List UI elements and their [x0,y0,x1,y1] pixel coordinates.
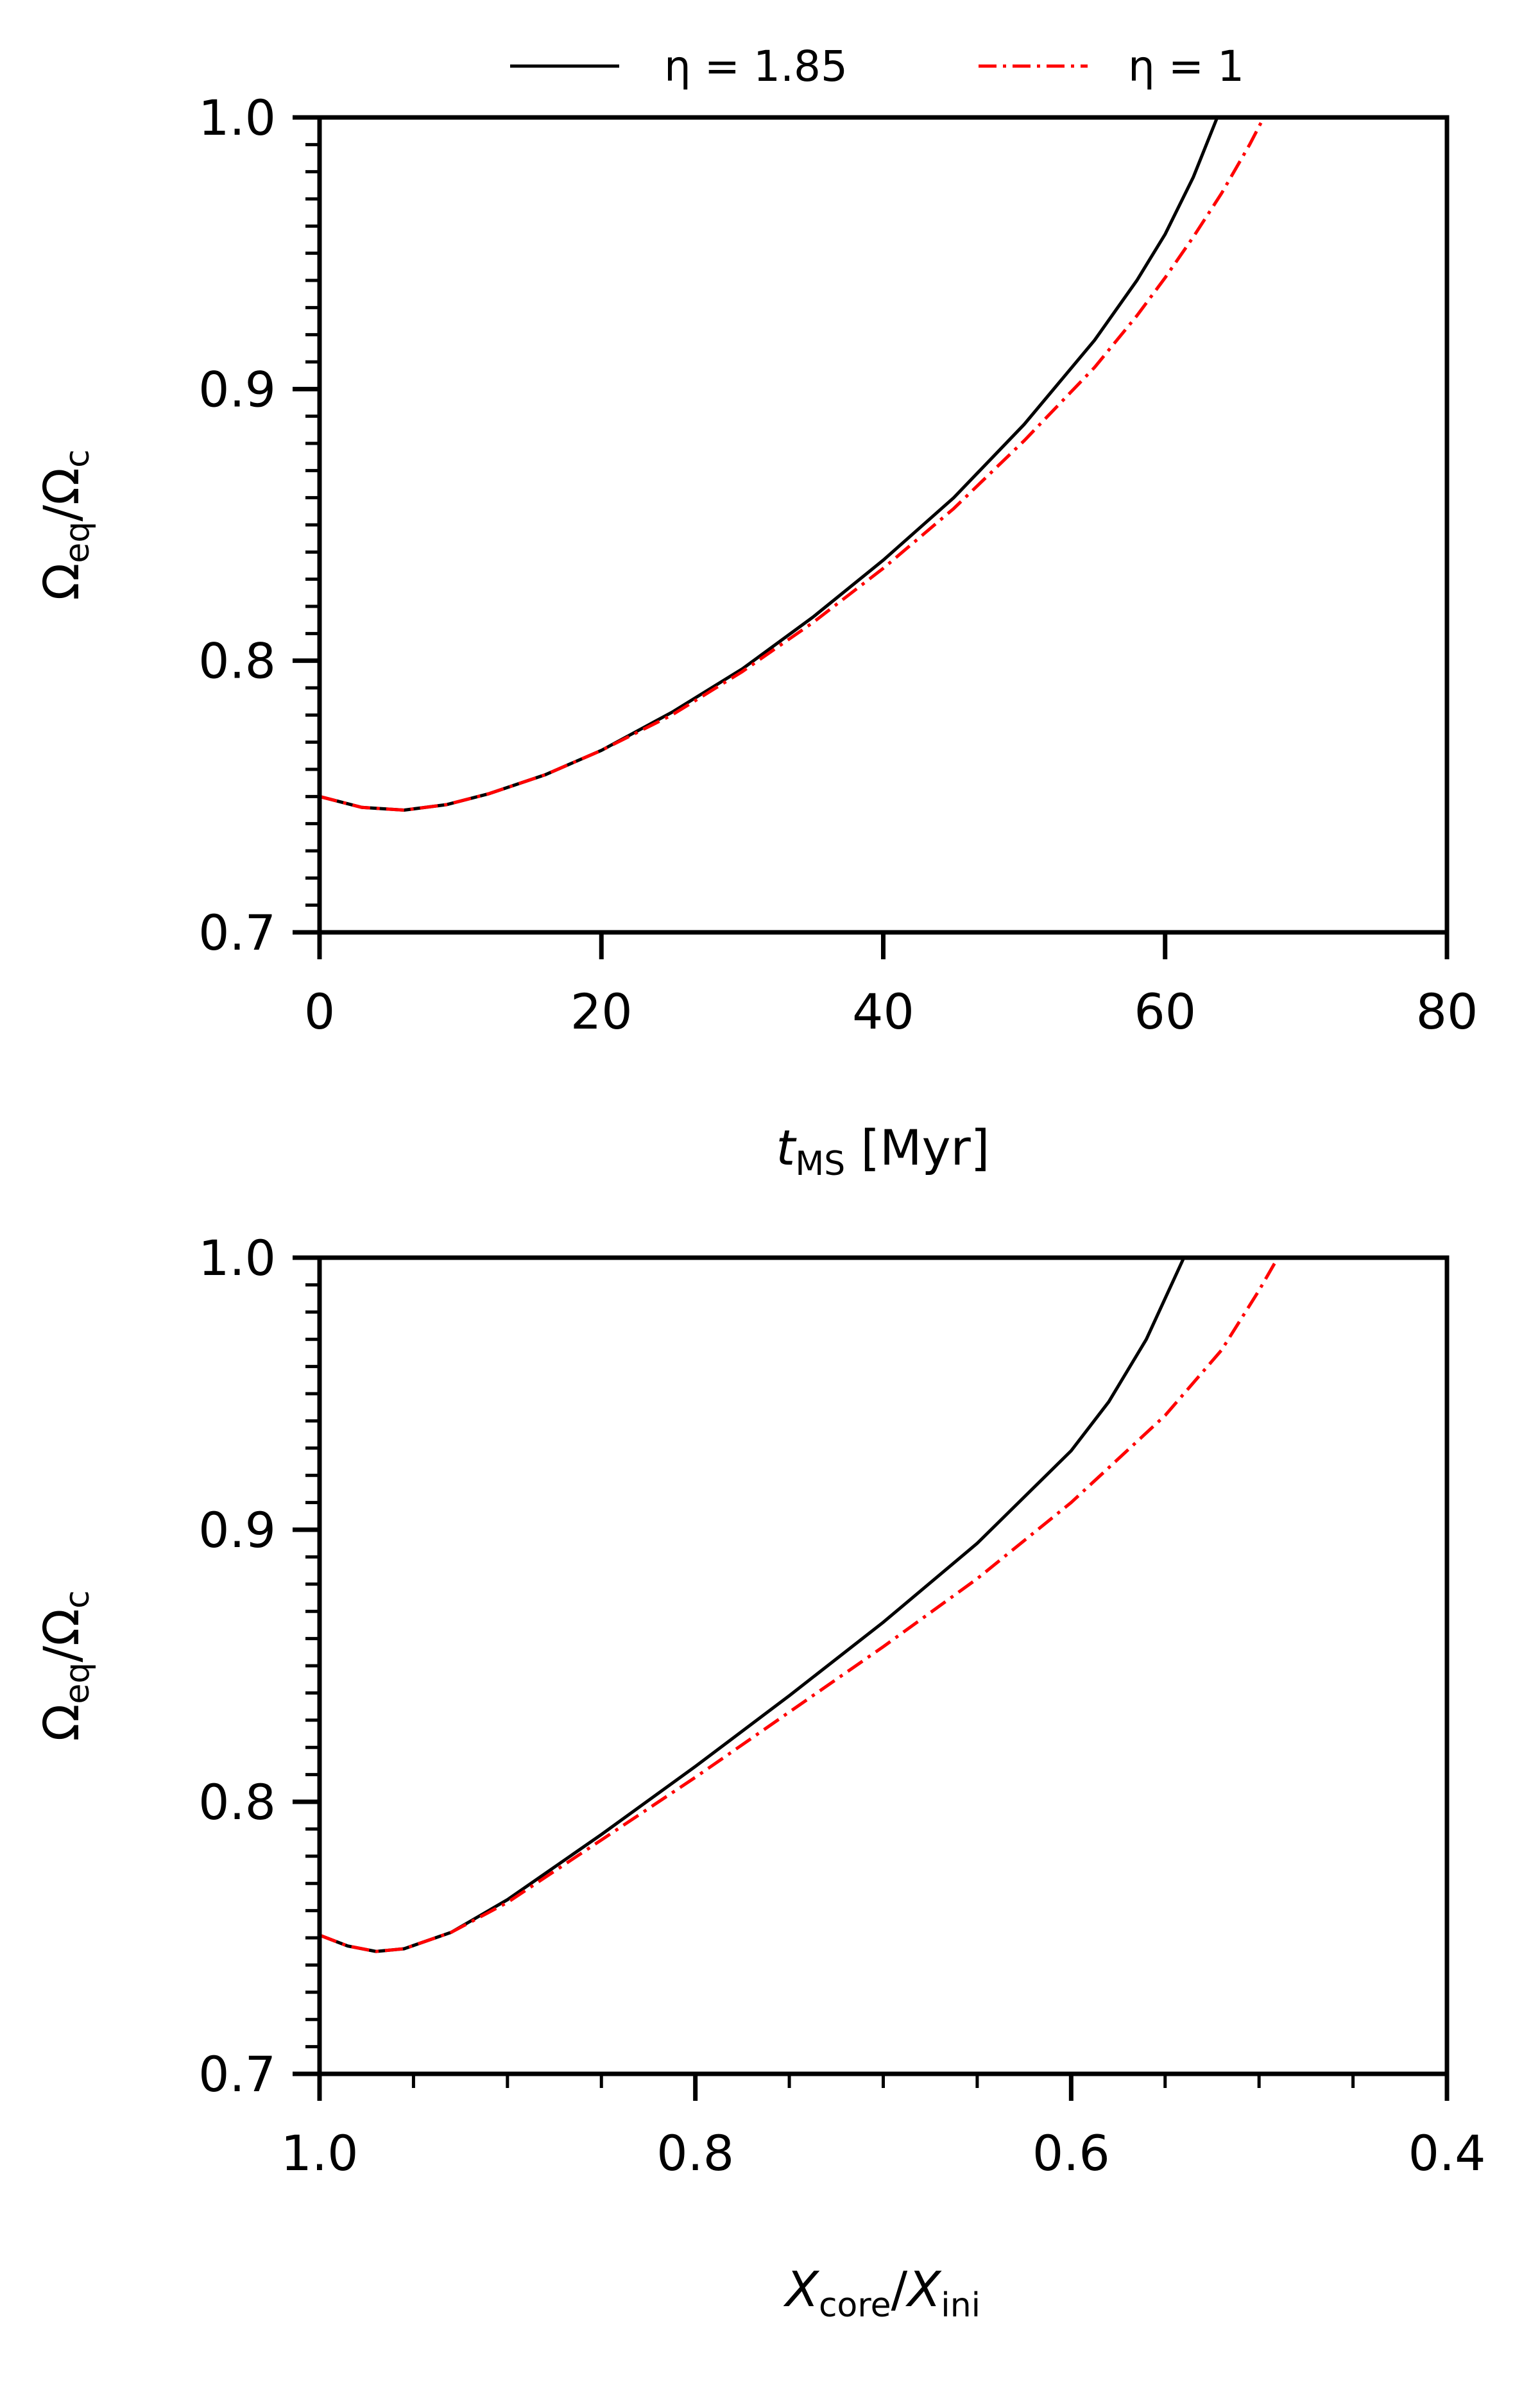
top-y-tick-label: 0.9 [198,361,276,418]
bottom-panel: 1.0 0.8 0.6 0.4 0.7 0.8 0.9 1.0 Xcore/Xini Ωeq… [33,1229,1485,2325]
top-x-axis-label: tMS [Myr] [776,1119,990,1183]
bottom-series-eta-1.85 [319,1256,1186,1953]
bottom-series-eta-1 [319,1256,1279,1953]
top-x-tick-label: 0 [304,983,335,1040]
bottom-plot-frame [317,1255,1450,2076]
top-x-ticks: 0 20 40 60 80 [304,932,1478,1040]
top-y-tick-label: 1.0 [198,89,276,146]
bottom-line-eta-1.85 [319,1256,1186,1953]
top-series-eta-1.85 [319,117,1219,812]
bottom-y-axis-label: Ωeq/Ωc [33,1590,97,1741]
top-x-tick-label: 40 [852,983,914,1040]
top-x-tick-label: 20 [570,983,633,1040]
bot-x-tick-label: 1.0 [281,2125,359,2182]
bot-y-tick-label: 1.0 [198,1229,276,1287]
top-line-eta-1.85 [319,117,1219,812]
top-panel: 0 20 40 60 80 0.7 0.8 0.9 1.0 tMS [Myr] Ωeq/Ωc [33,89,1478,1183]
bottom-x-ticks: 1.0 0.8 0.6 0.4 [281,2074,1486,2182]
bot-y-tick-label: 0.7 [198,2046,276,2103]
top-plot-frame [317,115,1450,935]
legend: η = 1.85 η = 1 [510,42,1244,91]
top-y-axis-label: Ωeq/Ωc [33,449,97,600]
top-y-tick-label: 0.7 [198,904,276,961]
top-x-tick-label: 80 [1416,983,1478,1040]
top-line-eta-1 [319,116,1265,812]
top-x-tick-label: 60 [1134,983,1196,1040]
legend-label-eta-1.85: η = 1.85 [664,42,848,91]
top-y-tick-label: 0.8 [198,633,276,690]
bottom-y-ticks: 0.7 0.8 0.9 1.0 [198,1229,320,2103]
bot-x-tick-label: 0.6 [1032,2125,1110,2182]
bot-x-tick-label: 0.4 [1408,2125,1486,2182]
bot-y-tick-label: 0.9 [198,1502,276,1559]
top-series-eta-1 [319,116,1265,812]
bot-y-tick-label: 0.8 [198,1774,276,1831]
legend-label-eta-1: η = 1 [1128,42,1244,91]
bottom-line-eta-1 [319,1256,1279,1953]
bottom-x-axis-label: Xcore/Xini [783,2261,980,2325]
bot-x-tick-label: 0.8 [656,2125,734,2182]
top-y-ticks: 0.7 0.8 0.9 1.0 [198,89,320,961]
